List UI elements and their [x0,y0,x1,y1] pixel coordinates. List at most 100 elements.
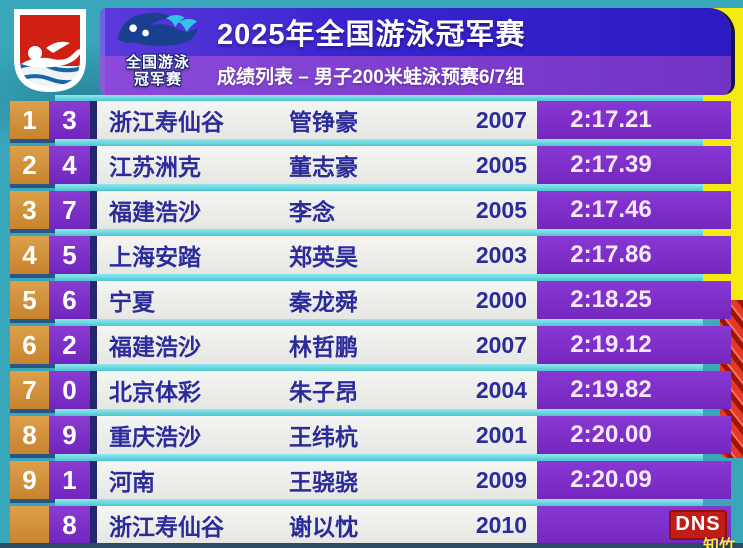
athlete-cell: 林哲鹏 [289,334,358,360]
header-title-band: 2025年全国游泳冠军赛 [100,8,731,56]
row-divider [90,191,97,229]
table-row: 8 浙江寿仙谷 谢以忱 2010 DNS [10,506,731,548]
rank-cell: 7 [10,371,49,409]
time-cell: 2:17.39 [537,146,731,184]
row-divider [90,461,97,499]
time-cell: 2:19.12 [537,326,731,364]
row-divider [90,281,97,319]
row-strip: 上海安踏 郑英昊 2003 [97,236,537,274]
team-cell: 浙江寿仙谷 [109,109,224,135]
logo-text-line1: 全国游泳 [125,54,190,71]
lane-cell: 4 [49,146,90,184]
rank-cell: 3 [10,191,49,229]
wave-logo-icon [117,12,199,46]
rank-cell: 5 [10,281,49,319]
time-cell: 2:17.86 [537,236,731,274]
team-cell: 上海安踏 [109,244,201,270]
birth-year-cell: 2010 [475,511,527,538]
table-row: 1 3 浙江寿仙谷 管铮豪 2007 2:17.21 [10,95,731,146]
team-cell: 北京体彩 [109,379,201,405]
row-strip: 福建浩沙 林哲鹏 2007 [97,326,537,364]
logo-text-line2: 冠军赛 [133,71,182,89]
championship-logo: 全国游泳 冠军赛 [108,10,208,94]
table-row: 9 1 河南 王骁骁 2009 2:20.09 [10,461,731,506]
athlete-cell: 管铮豪 [289,109,358,135]
birth-year-cell: 2003 [475,241,527,268]
row-divider [90,371,97,409]
athlete-cell: 王纬杭 [289,424,358,450]
lane-cell: 2 [49,326,90,364]
birth-year-cell: 2007 [475,331,527,358]
lane-cell: 7 [49,191,90,229]
time-value: 2:17.39 [570,151,652,178]
time-cell: 2:20.00 [537,416,731,454]
row-strip: 宁夏 秦龙舜 2000 [97,281,537,319]
row-divider [90,236,97,274]
table-row: 3 7 福建浩沙 李念 2005 2:17.46 [10,191,731,236]
row-strip: 重庆浩沙 王纬杭 2001 [97,416,537,454]
time-cell: 2:18.25 [537,281,731,319]
time-value: 2:20.00 [570,421,652,448]
rank-cell [10,506,49,544]
time-value: 2:19.12 [570,331,652,358]
team-cell: 宁夏 [109,289,155,315]
team-cell: 福建浩沙 [109,334,201,360]
lane-cell: 5 [49,236,90,274]
row-divider [90,326,97,364]
row-divider [90,146,97,184]
team-cell: 河南 [109,469,155,495]
lane-cell: 8 [49,506,90,544]
team-cell: 福建浩沙 [109,199,201,225]
time-value: 2:18.25 [570,286,652,313]
team-cell: 江苏洲克 [109,154,201,180]
rank-cell: 9 [10,461,49,499]
rank-cell: 8 [10,416,49,454]
row-divider [90,101,97,139]
lane-cell: 0 [49,371,90,409]
athlete-cell: 谢以忱 [289,514,358,540]
time-cell: 2:17.21 [537,101,731,139]
birth-year-cell: 2007 [475,106,527,133]
header: 2025年全国游泳冠军赛 成绩列表 – 男子200米蛙泳预赛6/7组 全国游泳 … [100,8,735,95]
time-cell: 2:17.46 [537,191,731,229]
table-row: 2 4 江苏洲克 董志豪 2005 2:17.39 [10,146,731,191]
birth-year-cell: 2005 [475,151,527,178]
table-row: 8 9 重庆浩沙 王纬杭 2001 2:20.00 [10,416,731,461]
lane-cell: 6 [49,281,90,319]
event-subtitle: 成绩列表 – 男子200米蛙泳预赛6/7组 [217,67,525,88]
row-divider [90,506,97,544]
time-cell: 2:20.09 [537,461,731,499]
time-value: 2:20.09 [570,466,652,493]
row-strip: 河南 王骁骁 2009 [97,461,537,499]
athlete-cell: 王骁骁 [289,469,358,495]
row-strip: 福建浩沙 李念 2005 [97,191,537,229]
birth-year-cell: 2004 [475,376,527,403]
time-value: 2:17.21 [570,106,652,133]
birth-year-cell: 2005 [475,196,527,223]
rank-cell: 4 [10,236,49,274]
lane-cell: 1 [49,461,90,499]
birth-year-cell: 2009 [475,466,527,493]
lane-cell: 3 [49,101,90,139]
time-cell: 2:19.82 [537,371,731,409]
header-subtitle-band: 成绩列表 – 男子200米蛙泳预赛6/7组 [100,56,731,95]
row-strip: 浙江寿仙谷 谢以忱 2010 [97,506,537,544]
athlete-cell: 李念 [289,199,335,225]
time-value: 2:17.86 [570,241,652,268]
athlete-cell: 秦龙舜 [289,289,358,315]
athlete-cell: 董志豪 [289,154,358,180]
team-cell: 重庆浩沙 [109,424,201,450]
rank-cell: 1 [10,101,49,139]
birth-year-cell: 2000 [475,286,527,313]
status-badge: DNS [669,510,727,540]
rank-cell: 6 [10,326,49,364]
row-strip: 浙江寿仙谷 管铮豪 2007 [97,101,537,139]
birth-year-cell: 2001 [475,421,527,448]
swimmer-crest-icon [8,4,92,97]
bottom-edge-band [0,543,743,548]
table-row: 7 0 北京体彩 朱子昂 2004 2:19.82 [10,371,731,416]
lane-cell: 9 [49,416,90,454]
row-strip: 北京体彩 朱子昂 2004 [97,371,537,409]
team-cell: 浙江寿仙谷 [109,514,224,540]
